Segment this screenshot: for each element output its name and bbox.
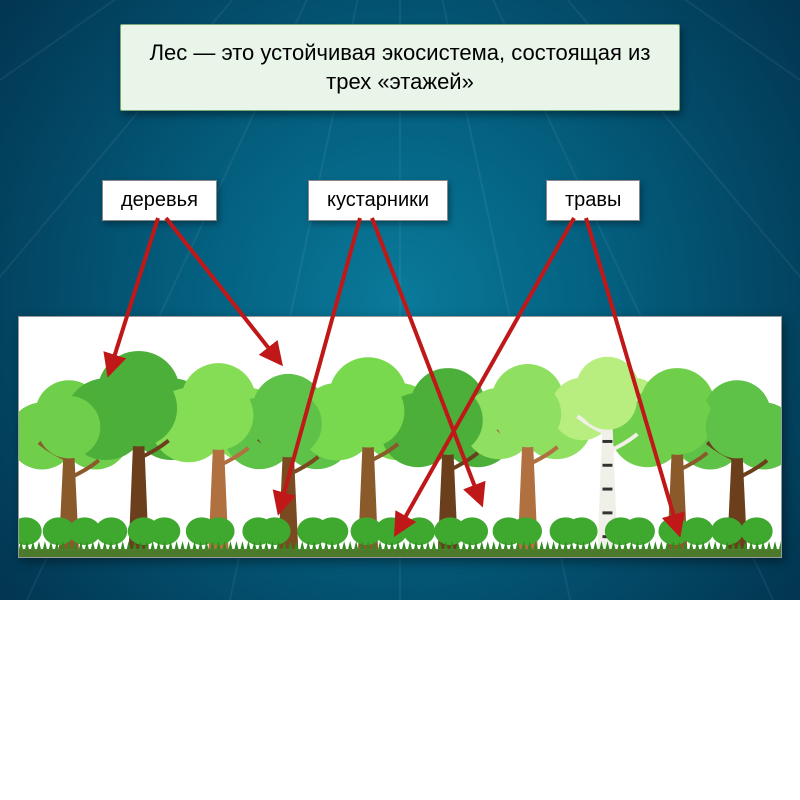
- label-herbs-text: травы: [565, 189, 621, 211]
- label-trees-text: деревья: [121, 189, 198, 211]
- label-herbs: травы: [546, 180, 640, 221]
- label-shrubs-text: кустарники: [327, 189, 429, 211]
- label-trees: деревья: [102, 180, 217, 221]
- title-box: Лес — это устойчивая экосистема, состоящ…: [120, 24, 680, 111]
- label-shrubs: кустарники: [308, 180, 448, 221]
- forest-svg: [19, 317, 781, 557]
- forest-illustration: [18, 316, 782, 558]
- title-text: Лес — это устойчивая экосистема, состоящ…: [150, 40, 651, 94]
